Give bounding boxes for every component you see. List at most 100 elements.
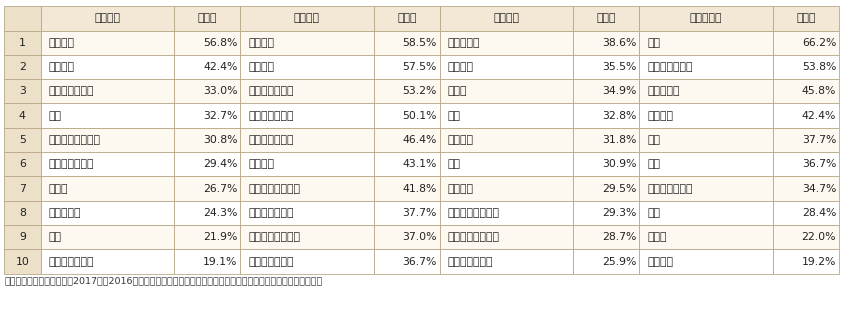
Bar (773, 225, 839, 249)
Text: 5: 5 (19, 135, 26, 145)
Text: 情報・通信機器: 情報・通信機器 (248, 208, 293, 218)
Text: 43.1%: 43.1% (403, 159, 437, 169)
Bar (175, 249, 240, 274)
Text: アジア企業: アジア企業 (690, 13, 722, 23)
Text: 工作機械: 工作機械 (49, 62, 74, 72)
Bar (40, 6, 175, 30)
Bar (240, 176, 374, 201)
Text: 自動車: 自動車 (647, 232, 667, 242)
Text: 鉄鋼: 鉄鋼 (49, 232, 62, 242)
Text: 重電・産業機械: 重電・産業機械 (248, 257, 293, 267)
Bar (573, 104, 639, 128)
Text: 22.0%: 22.0% (802, 232, 836, 242)
Text: 鉄鋼: 鉄鋼 (647, 159, 660, 169)
Bar (440, 176, 573, 201)
Text: 自動車部品: 自動車部品 (448, 38, 481, 48)
Text: 化学: 化学 (647, 208, 660, 218)
Bar (240, 225, 374, 249)
Bar (639, 152, 773, 176)
Text: シェア: シェア (197, 13, 217, 23)
Text: 航空宇宙: 航空宇宙 (248, 62, 274, 72)
Bar (773, 55, 839, 79)
Bar (374, 104, 440, 128)
Text: 35.5%: 35.5% (602, 62, 636, 72)
Bar (4, 79, 40, 104)
Bar (175, 201, 240, 225)
Text: 欧州企業: 欧州企業 (493, 13, 519, 23)
Text: 半導体製造装置: 半導体製造装置 (248, 111, 293, 121)
Text: 56.8%: 56.8% (203, 38, 238, 48)
Bar (175, 104, 240, 128)
Bar (374, 225, 440, 249)
Bar (4, 104, 40, 128)
Text: 鉄鋼: 鉄鋼 (448, 111, 460, 121)
Bar (40, 225, 175, 249)
Bar (573, 225, 639, 249)
Text: 工作機械: 工作機械 (647, 257, 674, 267)
Bar (639, 30, 773, 55)
Bar (175, 128, 240, 152)
Text: コンピューター: コンピューター (647, 183, 693, 193)
Bar (374, 6, 440, 30)
Text: 医療機器: 医療機器 (448, 183, 474, 193)
Text: 34.9%: 34.9% (602, 86, 636, 96)
Bar (40, 152, 175, 176)
Text: 31.8%: 31.8% (602, 135, 636, 145)
Text: 6: 6 (19, 159, 26, 169)
Bar (175, 176, 240, 201)
Bar (773, 201, 839, 225)
Text: 45.8%: 45.8% (802, 86, 836, 96)
Bar (639, 6, 773, 30)
Text: 24.3%: 24.3% (203, 208, 238, 218)
Bar (175, 152, 240, 176)
Bar (440, 30, 573, 55)
Bar (440, 152, 573, 176)
Bar (440, 55, 573, 79)
Text: 自動車: 自動車 (49, 183, 68, 193)
Text: 50.1%: 50.1% (402, 111, 437, 121)
Bar (4, 152, 40, 176)
Text: シェア: シェア (397, 13, 416, 23)
Text: 19.2%: 19.2% (802, 257, 836, 267)
Text: 38.6%: 38.6% (602, 38, 636, 48)
Text: 28.4%: 28.4% (802, 208, 836, 218)
Text: 32.7%: 32.7% (203, 111, 238, 121)
Text: シェア: シェア (796, 13, 816, 23)
Text: 建設・農業機械: 建設・農業機械 (448, 257, 493, 267)
Bar (40, 176, 175, 201)
Text: 58.5%: 58.5% (403, 38, 437, 48)
Bar (374, 30, 440, 55)
Text: 37.7%: 37.7% (802, 135, 836, 145)
Bar (773, 152, 839, 176)
Bar (374, 128, 440, 152)
Text: 医療機器: 医療機器 (248, 38, 274, 48)
Bar (374, 55, 440, 79)
Text: プラント・エンジ: プラント・エンジ (448, 208, 500, 218)
Bar (374, 176, 440, 201)
Text: 21.9%: 21.9% (203, 232, 238, 242)
Bar (40, 249, 175, 274)
Bar (240, 152, 374, 176)
Text: 41.8%: 41.8% (403, 183, 437, 193)
Text: 37.0%: 37.0% (402, 232, 437, 242)
Text: 28.7%: 28.7% (602, 232, 636, 242)
Text: 家電: 家電 (647, 135, 660, 145)
Bar (573, 30, 639, 55)
Bar (440, 249, 573, 274)
Text: 自動車部品: 自動車部品 (49, 208, 81, 218)
Bar (440, 79, 573, 104)
Text: 33.0%: 33.0% (203, 86, 238, 96)
Bar (240, 6, 374, 30)
Text: 事務機械: 事務機械 (248, 159, 274, 169)
Text: コンピューター: コンピューター (248, 86, 293, 96)
Text: 4: 4 (19, 111, 26, 121)
Bar (240, 249, 374, 274)
Text: プラント・エンジ: プラント・エンジ (248, 183, 300, 193)
Bar (40, 201, 175, 225)
Bar (240, 79, 374, 104)
Bar (440, 104, 573, 128)
Bar (4, 225, 40, 249)
Bar (440, 6, 573, 30)
Bar (573, 6, 639, 30)
Text: サービス・ソフト: サービス・ソフト (448, 232, 500, 242)
